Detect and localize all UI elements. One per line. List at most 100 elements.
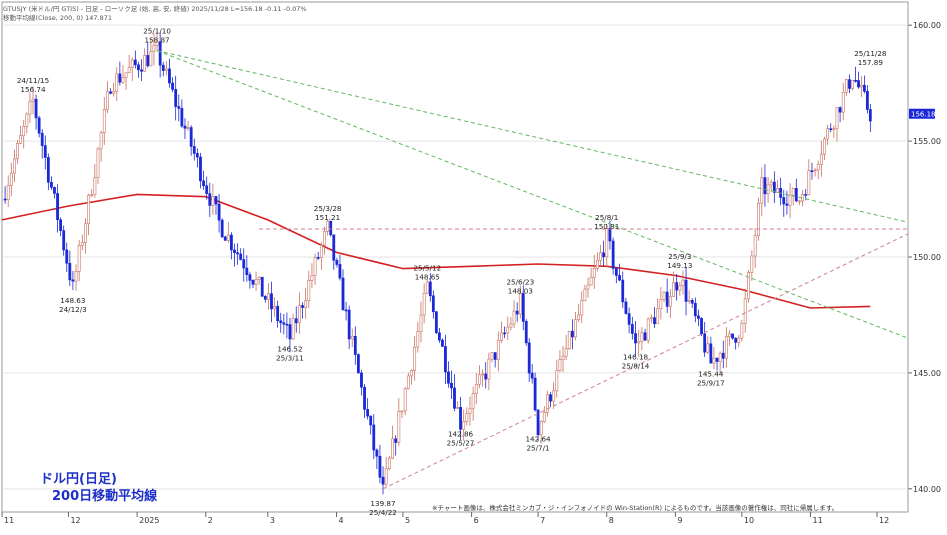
candle-body [782,197,786,205]
candle-body [703,333,707,353]
candle-body [857,80,860,88]
candle-body [245,267,249,275]
candle-body [260,276,264,297]
candle-body [447,371,450,384]
candle-body [326,220,330,232]
trendline [156,50,909,223]
current-price-tag [909,108,935,119]
candle-body [22,126,26,137]
candle-body [316,257,320,259]
candle-body [715,357,719,362]
ma200-line [1,193,871,309]
candle-body [595,259,599,269]
candle-body [586,284,590,290]
candle-body [493,352,497,360]
candle-body [13,158,16,174]
candle-body [700,318,703,334]
candle-body [766,184,770,195]
annotation-label: 24/12/3 [59,305,87,314]
candle-body [109,91,112,94]
candle-body [627,313,631,325]
candle-body [124,72,128,78]
candle-body [829,128,833,131]
candle-body [369,415,373,426]
candle-body [313,257,317,276]
candle-body [211,196,215,206]
candle-body [851,80,855,89]
candle-body [68,263,72,281]
candle-body [16,142,19,160]
candle-body [546,394,549,413]
candle-body [62,230,66,251]
candle-body [549,394,552,402]
candle-body [826,128,830,140]
candle-body [171,82,174,90]
candle-body [239,253,243,260]
candle-body [763,177,767,195]
candle-body [341,277,345,311]
annotation-label: 148.03 [508,287,533,296]
candle-body [378,455,382,478]
candle-body [539,421,543,436]
candle-body [304,300,308,308]
candle-body [675,282,679,291]
candle-body [118,73,122,83]
candle-body [199,156,202,182]
candle-body [785,203,789,206]
candle-body [301,305,304,308]
candles-layer [3,31,872,495]
annotation-label: 25/8/14 [622,362,650,371]
candle-body [270,293,273,310]
candle-body [155,41,159,46]
annotation-label: 142.64 [525,435,551,444]
x-tick-label: 7 [540,516,545,525]
candle-body [760,177,764,204]
candle-body [740,323,744,339]
candle-body [59,219,63,231]
candle-body [823,138,826,155]
trendlines-layer [156,50,909,490]
candle-body [310,275,314,281]
candle-body [656,308,660,325]
candle-body [406,375,410,390]
x-tick-label: 12 [70,516,80,525]
candle-body [400,410,404,413]
candle-body [769,181,773,186]
candle-body [589,276,593,286]
candle-body [143,55,147,72]
candle-body [391,438,394,459]
candle-body [444,346,447,373]
candle-body [387,457,391,470]
candle-body [500,332,503,341]
candle-body [338,264,342,279]
candle-body [618,275,621,281]
candle-body [329,220,333,236]
current-price-label: 156.18 [911,111,936,119]
candle-body [665,291,669,307]
annotation-label: 149.13 [667,261,692,270]
candle-body [130,59,134,68]
x-tick-label: 4 [338,516,343,525]
candle-body [608,227,612,242]
candle-body [718,352,722,362]
candle-body [273,305,276,310]
annotation-label: 146.18 [623,353,649,362]
candle-body [77,245,81,272]
candle-body [375,449,379,457]
candle-body [640,332,644,342]
candle-body [80,242,84,246]
candle-body [174,89,178,107]
candle-body [189,127,193,147]
ma200-layer [1,193,871,309]
candle-body [791,188,795,196]
candle-body [518,293,522,315]
trendline [156,50,909,339]
candle-body [599,252,602,261]
candle-body [276,305,280,322]
candle-body [195,153,199,158]
candle-body [672,282,675,297]
candle-body [56,193,59,221]
candle-body [437,332,441,341]
candle-body [133,59,137,66]
candle-body [643,332,647,341]
